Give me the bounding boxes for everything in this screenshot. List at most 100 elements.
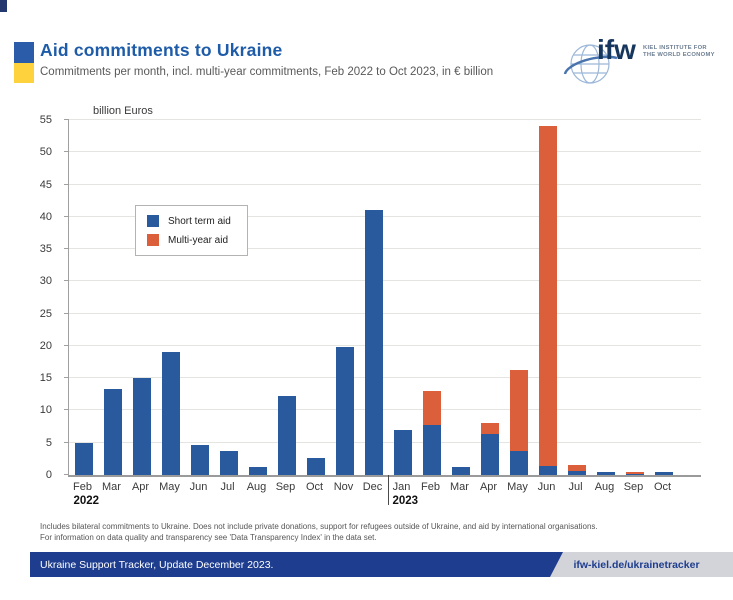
bar-short-term-aid-3 xyxy=(161,352,180,475)
footer-banner: Ukraine Support Tracker, Update December… xyxy=(30,552,563,577)
footnote: Includes bilateral commitments to Ukrain… xyxy=(40,522,705,543)
year-label-2022: 2022 xyxy=(73,495,100,507)
bar-multi-year-aid-15 xyxy=(509,370,528,452)
x-tick-label-3: May xyxy=(159,481,180,493)
x-tick-label-10: Dec xyxy=(362,481,383,493)
logo-line2: THE WORLD ECONOMY xyxy=(643,52,715,58)
page-title: Aid commitments to Ukraine xyxy=(40,40,283,60)
y-tick-label-20: 20 xyxy=(39,339,52,352)
logo-line1: KIEL INSTITUTE FOR xyxy=(643,45,707,51)
gridline-50 xyxy=(69,151,701,153)
year-separator xyxy=(388,475,389,505)
y-tick-label-40: 40 xyxy=(39,210,52,223)
footnote-line2: For information on data quality and tran… xyxy=(40,532,377,542)
legend-label-multi-year: Multi-year aid xyxy=(168,234,229,246)
y-tick-label-5: 5 xyxy=(45,436,52,449)
short-term-aid-swatch xyxy=(147,215,159,227)
bar-short-term-aid-18 xyxy=(596,471,615,475)
bar-short-term-aid-9 xyxy=(335,347,354,475)
y-tick-label-10: 10 xyxy=(39,404,52,417)
gridline-45 xyxy=(69,183,701,185)
y-tick-label-30: 30 xyxy=(39,275,52,288)
x-tick-label-17: Jul xyxy=(568,481,583,493)
footnote-line1: Includes bilateral commitments to Ukrain… xyxy=(40,522,598,531)
flag-blue-stripe xyxy=(14,42,34,63)
corner-mark xyxy=(0,0,7,12)
legend-item-multi-year: Multi-year aid xyxy=(147,234,231,246)
footer-link-panel: ifw-kiel.de/ukrainetracker xyxy=(540,552,733,577)
x-tick-label-12: Feb xyxy=(421,481,440,493)
year-label-2023: 2023 xyxy=(392,495,419,507)
gridline-15 xyxy=(69,377,701,379)
x-axis-labels: Feb Mar Apr May Jun Jul Aug Sep Oct Nov Dec Jan Feb M… xyxy=(68,479,700,519)
ukraine-flag-icon xyxy=(14,42,34,83)
y-tick-20 xyxy=(64,344,69,346)
bar-short-term-aid-13 xyxy=(451,466,470,475)
bar-multi-year-aid-16 xyxy=(538,126,557,466)
bar-short-term-aid-11 xyxy=(393,430,412,475)
legend-item-short-term: Short term aid xyxy=(147,215,231,227)
gridline-5 xyxy=(69,441,701,443)
bar-multi-year-aid-19 xyxy=(625,472,644,474)
gridline-10 xyxy=(69,409,701,411)
x-tick-label-13: Mar xyxy=(450,481,469,493)
y-tick-label-35: 35 xyxy=(39,243,52,256)
x-tick-label-16: Jun xyxy=(537,481,556,493)
footer-link[interactable]: ifw-kiel.de/ukrainetracker xyxy=(573,558,700,571)
y-tick-label-0: 0 xyxy=(45,469,52,481)
bar-short-term-aid-16 xyxy=(538,465,557,475)
y-tick-50 xyxy=(64,151,69,153)
x-tick-label-18: Aug xyxy=(594,481,615,493)
y-tick-35 xyxy=(64,248,69,250)
y-tick-15 xyxy=(64,377,69,379)
footer-banner-text: Ukraine Support Tracker, Update December… xyxy=(40,558,274,571)
bar-multi-year-aid-14 xyxy=(480,423,499,435)
y-tick-25 xyxy=(64,312,69,314)
ifw-kiel-logo: ifw KIEL INSTITUTE FOR THE WORLD ECONOMY xyxy=(563,34,728,92)
bar-short-term-aid-15 xyxy=(509,451,528,475)
bar-short-term-aid-19 xyxy=(625,473,644,475)
flag-yellow-stripe xyxy=(14,63,34,83)
gridline-30 xyxy=(69,280,701,282)
bar-short-term-aid-6 xyxy=(248,467,267,475)
x-tick-label-7: Sep xyxy=(275,481,296,493)
x-tick-label-20: Oct xyxy=(653,481,672,493)
bar-short-term-aid-5 xyxy=(219,451,238,475)
bar-multi-year-aid-17 xyxy=(567,465,586,472)
x-tick-label-5: Jul xyxy=(220,481,235,493)
page-subtitle: Commitments per month, incl. multi-year … xyxy=(40,66,494,78)
y-tick-0 xyxy=(64,474,69,475)
legend-label-short-term: Short term aid xyxy=(168,215,231,227)
y-tick-5 xyxy=(64,441,69,443)
bar-chart-plot-area xyxy=(64,119,701,505)
bar-short-term-aid-12 xyxy=(422,424,441,475)
x-tick-label-15: May xyxy=(507,481,528,493)
x-tick-label-2: Apr xyxy=(131,481,150,493)
gridline-40 xyxy=(69,215,701,217)
bar-short-term-aid-0 xyxy=(74,442,93,475)
x-tick-label-19: Sep xyxy=(623,481,644,493)
y-tick-40 xyxy=(64,215,69,217)
bar-short-term-aid-7 xyxy=(277,395,296,475)
x-tick-label-9: Nov xyxy=(333,481,354,493)
bar-short-term-aid-17 xyxy=(567,471,586,475)
bar-short-term-aid-4 xyxy=(190,445,209,475)
bar-short-term-aid-14 xyxy=(480,434,499,475)
y-tick-label-50: 50 xyxy=(39,146,52,159)
y-tick-10 xyxy=(64,409,69,411)
y-tick-45 xyxy=(64,183,69,185)
y-axis-labels: 0 5 10 15 20 25 30 35 40 45 50 55 xyxy=(30,114,60,481)
logo-institute-text: KIEL INSTITUTE FOR THE WORLD ECONOMY xyxy=(643,45,715,59)
x-tick-label-6: Aug xyxy=(246,481,267,493)
logo-ifw-text: ifw xyxy=(597,34,636,65)
x-tick-label-4: Jun xyxy=(189,481,208,493)
bar-short-term-aid-1 xyxy=(103,388,122,475)
gridline-55 xyxy=(69,119,701,120)
bar-short-term-aid-20 xyxy=(654,471,673,475)
globe-icon xyxy=(563,44,618,84)
x-tick-label-1: Mar xyxy=(102,481,121,493)
y-tick-label-45: 45 xyxy=(39,178,52,191)
y-tick-label-25: 25 xyxy=(39,307,52,320)
y-tick-30 xyxy=(64,280,69,282)
